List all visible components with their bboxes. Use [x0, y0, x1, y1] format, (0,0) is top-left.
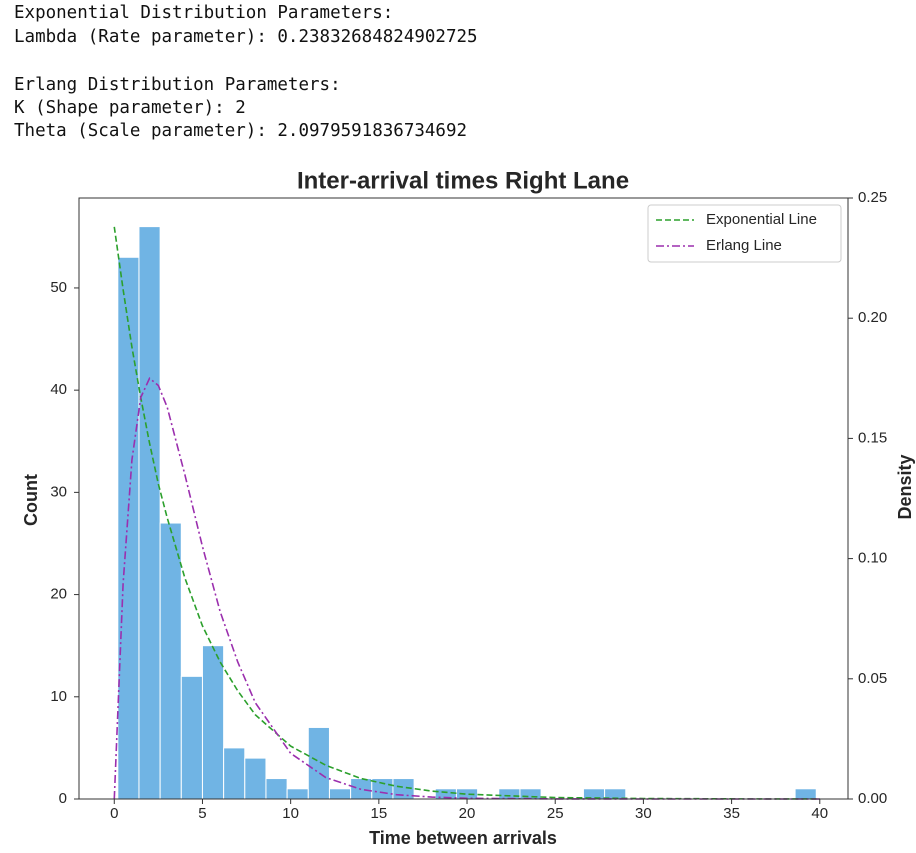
- legend-label: Exponential Line: [706, 211, 817, 228]
- x-tick-label: 25: [547, 805, 564, 822]
- output-line: K (Shape parameter): 2: [14, 98, 246, 118]
- y2-tick-label: 0.05: [858, 670, 887, 687]
- x-tick-label: 30: [635, 805, 652, 822]
- x-tick-label: 20: [459, 805, 476, 822]
- bar: [794, 788, 817, 800]
- y-tick-label: 0: [59, 790, 67, 807]
- x-tick-label: 0: [110, 805, 118, 822]
- x-tick-label: 35: [723, 805, 740, 822]
- bar: [498, 788, 521, 800]
- bar: [307, 726, 330, 800]
- bar: [265, 778, 288, 800]
- y-axis-label: Count: [21, 474, 41, 526]
- output-line: Lambda (Rate parameter): 0.2383268482490…: [14, 27, 478, 47]
- bar: [138, 226, 161, 800]
- y2-tick-label: 0.15: [858, 429, 887, 446]
- bar: [201, 645, 225, 800]
- y-tick-label: 30: [50, 483, 67, 500]
- bar: [223, 747, 246, 800]
- bar: [117, 256, 140, 800]
- x-tick-label: 40: [811, 805, 828, 822]
- y2-tick-label: 0.25: [858, 189, 887, 206]
- legend-label: Erlang Line: [706, 237, 782, 254]
- bar: [244, 757, 267, 800]
- bar: [159, 522, 182, 800]
- output-line: Erlang Distribution Parameters:: [14, 75, 341, 95]
- y2-tick-label: 0.00: [858, 790, 887, 807]
- y-tick-label: 10: [50, 688, 67, 705]
- bar: [328, 788, 352, 800]
- x-tick-label: 5: [198, 805, 206, 822]
- x-axis-label: Time between arrivals: [369, 828, 557, 848]
- y2-tick-label: 0.10: [858, 550, 887, 567]
- output-line: Theta (Scale parameter): 2.0979591836734…: [14, 121, 467, 141]
- y2-tick-label: 0.20: [858, 309, 887, 326]
- bar: [286, 788, 309, 800]
- y2-axis-label: Density: [895, 454, 915, 519]
- legend-box: [647, 204, 842, 263]
- y-tick-label: 50: [50, 279, 67, 296]
- density-line: [113, 226, 820, 800]
- bar: [180, 675, 203, 800]
- x-tick-label: 10: [282, 805, 299, 822]
- y-tick-label: 20: [50, 586, 67, 603]
- chart-title: Inter-arrival times Right Lane: [297, 167, 629, 194]
- plot-frame: [78, 197, 849, 800]
- y-tick-label: 40: [50, 381, 67, 398]
- bar: [519, 788, 542, 800]
- output-line: Exponential Distribution Parameters:: [14, 3, 393, 23]
- x-tick-label: 15: [370, 805, 387, 822]
